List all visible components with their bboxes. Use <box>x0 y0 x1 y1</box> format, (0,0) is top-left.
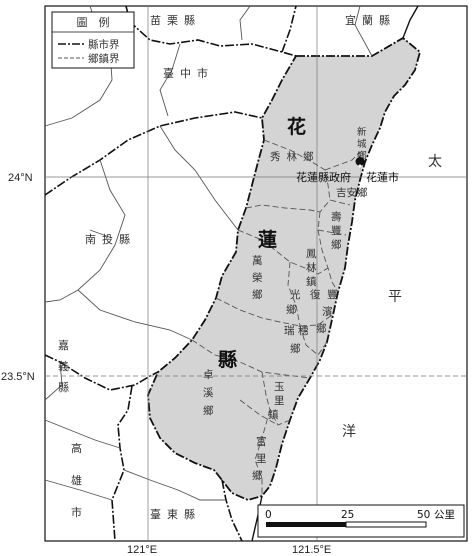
chiayi-char-2: 義 <box>58 359 69 373</box>
lat-24-label: 24°N <box>8 172 33 184</box>
zhuoxi-char-2: 溪 <box>203 387 214 399</box>
fenglin-char-2: 林 <box>306 261 317 274</box>
county-char-3: 縣 <box>218 349 237 371</box>
hualien-county-area <box>147 36 422 501</box>
guangfu-char-3: 鄉 <box>286 303 297 316</box>
lon-121-5-label: 121.5°E <box>292 544 331 556</box>
shoufeng-char-3: 鄉 <box>331 238 342 251</box>
county-label: 花 蓮 縣 <box>218 115 306 371</box>
scale-tick-50: 50 <box>417 509 430 521</box>
yuli-char-3: 鎮 <box>268 408 279 421</box>
pacific-ocean-label: 太 平 洋 <box>342 154 442 440</box>
wanrong-char-1: 萬 <box>252 254 263 267</box>
fuli-char-3: 鄉 <box>252 469 263 482</box>
township-labels: 秀林鄉 新 城 鄉 花蓮縣政府 花蓮市 吉安鄉 壽 豐 鄉 鳳 林 鎮 萬 榮 … <box>203 126 399 482</box>
ruisui-char-3: 鄉 <box>290 342 301 355</box>
wanrong-char-2: 榮 <box>252 271 263 284</box>
township-boundaries <box>44 5 373 501</box>
fenglin-char-3: 鎮 <box>306 275 317 288</box>
xincheng-char-3: 鄉 <box>357 150 367 162</box>
zhuoxi-char-3: 鄉 <box>203 404 214 417</box>
fengbin-char-1: 豐 <box>327 288 338 301</box>
kaohsiung-char-3: 市 <box>71 505 82 519</box>
chiayi-char-3: 縣 <box>58 381 69 394</box>
ocean-char-3: 洋 <box>342 424 356 440</box>
neighbor-labels-vertical: 嘉 義 縣 高 雄 市 <box>58 338 82 519</box>
scale-tick-25: 25 <box>341 509 354 521</box>
fenglin-char-1: 鳳 <box>306 248 317 260</box>
xiulin-label: 秀林鄉 <box>270 150 320 163</box>
fengbin-char-3: 鄉 <box>316 322 327 335</box>
guangfu-char-1: 光 <box>290 288 301 301</box>
guangfu-char-2: 復 <box>310 288 321 301</box>
xincheng-char-1: 新 <box>357 126 367 138</box>
ruisui-char-1: 瑞 <box>284 325 295 337</box>
fuli-char-2: 里 <box>256 453 267 465</box>
taichung-label: 臺中市 <box>163 66 214 80</box>
county-seat-marker-icon <box>355 157 365 175</box>
county-char-2: 蓮 <box>258 229 277 251</box>
kaohsiung-char-1: 高 <box>71 441 82 455</box>
chiayi-char-1: 嘉 <box>58 338 69 352</box>
hualien-city-label: 花蓮市 <box>366 170 399 184</box>
legend-title: 圖 例 <box>77 15 110 29</box>
ji-an-label: 吉安鄉 <box>336 186 368 199</box>
kaohsiung-char-2: 雄 <box>71 473 82 487</box>
ruisui-char-2: 穗 <box>298 324 309 337</box>
shoufeng-char-2: 豐 <box>331 224 342 237</box>
lat-23-5-label: 23.5°N <box>1 371 35 383</box>
fuli-char-1: 富 <box>256 435 267 448</box>
hualien-township-boundaries <box>191 139 361 496</box>
yuli-char-1: 玉 <box>274 381 285 393</box>
lon-121-label: 121°E <box>127 544 157 556</box>
legend: 圖 例 縣市界 鄉鎮界 <box>51 11 135 69</box>
zhuoxi-char-1: 卓 <box>203 369 214 381</box>
graticule <box>45 6 467 541</box>
xincheng-char-2: 城 <box>357 139 367 150</box>
scale-bar: 0 25 50 公里 <box>257 504 465 538</box>
ocean-char-1: 太 <box>428 154 442 170</box>
coastline <box>402 5 419 39</box>
yilan-label: 宜蘭縣 <box>345 13 396 27</box>
legend-township-boundary-label: 鄉鎮界 <box>88 52 120 65</box>
scale-unit: 公里 <box>434 509 455 521</box>
fengbin-char-2: 濱 <box>322 305 333 318</box>
yuli-char-2: 里 <box>274 395 285 407</box>
taitung-label: 臺東縣 <box>150 507 201 521</box>
shoufeng-char-1: 壽 <box>331 210 342 223</box>
legend-county-boundary-label: 縣市界 <box>88 38 120 51</box>
scale-tick-0: 0 <box>265 509 272 521</box>
neighbor-labels: 苗栗縣 宜蘭縣 臺中市 南投縣 <box>85 13 396 246</box>
seat-label: 花蓮縣政府 <box>296 170 351 184</box>
ocean-char-2: 平 <box>388 289 402 305</box>
wanrong-char-3: 鄉 <box>252 288 263 301</box>
nantou-label: 南投縣 <box>85 232 136 246</box>
county-char-1: 花 <box>287 115 306 138</box>
miaoli-label: 苗栗縣 <box>150 14 201 27</box>
